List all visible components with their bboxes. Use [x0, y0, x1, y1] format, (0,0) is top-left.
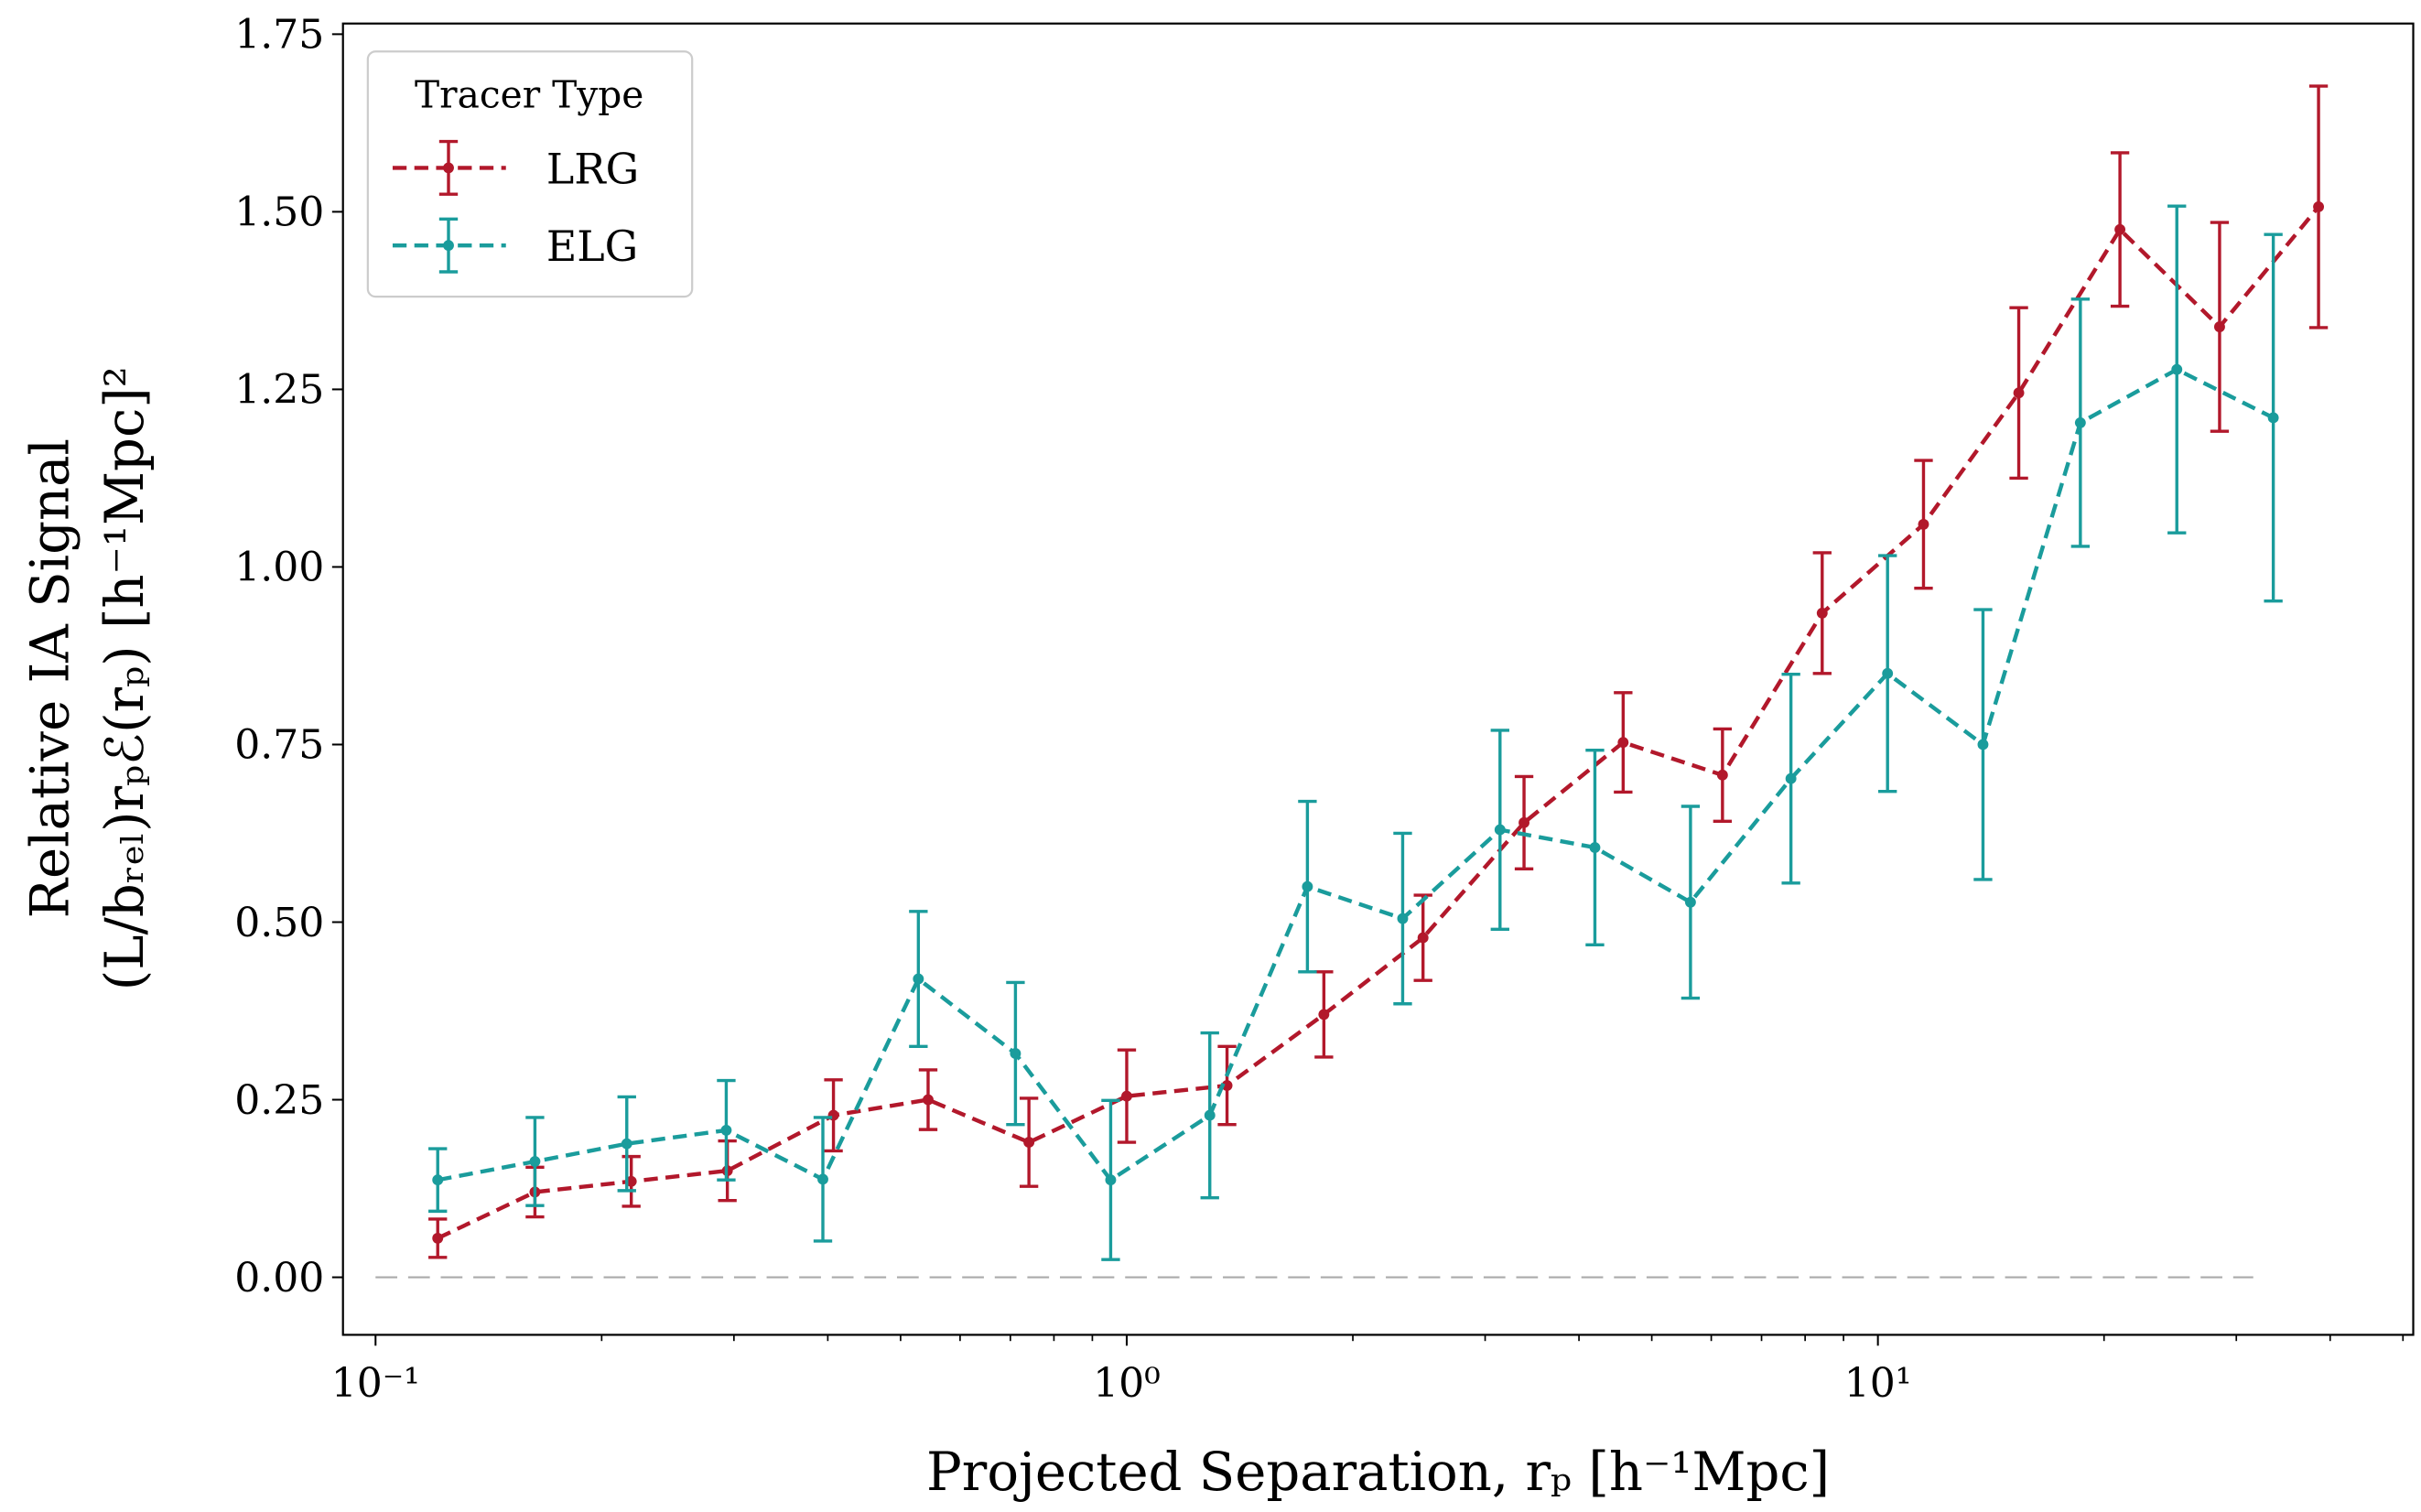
plot-frame: [341, 22, 2415, 1336]
x-tick-label: 10⁰: [1093, 1360, 1161, 1407]
y-tick-label: 1.25: [234, 367, 324, 414]
x-tick-label: 10⁻¹: [331, 1360, 420, 1407]
elg-point: [1589, 842, 1601, 853]
elg-point: [1494, 824, 1506, 836]
series-elg: [428, 204, 2283, 1261]
lrg-point: [1617, 737, 1629, 749]
lrg-point: [1716, 769, 1728, 781]
lrg-point: [827, 1109, 839, 1121]
y-tick-label: 0.50: [234, 900, 324, 946]
lrg-point: [1221, 1080, 1233, 1091]
legend-swatch-marker: [443, 240, 454, 252]
elg-point: [1105, 1174, 1117, 1186]
lrg-point: [1318, 1009, 1330, 1021]
y-tick-label: 1.75: [234, 12, 324, 59]
elg-point: [2074, 416, 2086, 428]
lrg-line: [437, 205, 2320, 1240]
y-tick-label: 1.50: [234, 189, 324, 236]
elg-point: [2171, 363, 2183, 375]
lrg-point: [1121, 1090, 1132, 1102]
elg-point: [720, 1124, 732, 1136]
legend-swatch-marker: [443, 162, 454, 174]
lrg-point: [432, 1232, 444, 1244]
legend-item-lrg: LRG: [392, 139, 639, 196]
lrg-point: [1519, 816, 1529, 828]
elg-point: [1785, 772, 1797, 784]
lrg-point: [2214, 321, 2225, 333]
lrg-point: [1023, 1137, 1035, 1149]
elg-point: [913, 973, 924, 985]
elg-point: [1204, 1109, 1216, 1121]
y-axis-label-line1: Relative IA Signal: [19, 438, 81, 918]
y-tick-label: 0.25: [234, 1077, 324, 1124]
legend-title: Tracer Type: [415, 72, 643, 116]
lrg-point: [2114, 223, 2126, 235]
elg-point: [621, 1138, 632, 1150]
lrg-point: [2313, 201, 2324, 212]
lrg-point: [625, 1175, 637, 1187]
y-tick-label: 1.00: [234, 545, 324, 591]
elg-point: [1302, 880, 1313, 892]
series-layer: [428, 84, 2329, 1261]
elg-point: [432, 1174, 444, 1186]
y-axis-label-line2: (L/bᵣₑₗ)rₚℰ(rₚ) [h⁻¹Mpc]²: [93, 366, 156, 990]
elg-point: [2267, 412, 2279, 424]
x-axis-label: Projected Separation, rₚ [h⁻¹Mpc]: [926, 1441, 1830, 1503]
legend-item-elg: ELG: [392, 217, 638, 274]
elg-line: [437, 367, 2275, 1183]
lrg-point: [923, 1094, 934, 1106]
x-axis: 10⁻¹ 10⁰ 10¹: [331, 1334, 2405, 1407]
elg-point: [1977, 739, 1989, 751]
y-tick-label: 0.00: [234, 1255, 324, 1301]
elg-point: [529, 1156, 541, 1167]
series-lrg: [428, 84, 2329, 1259]
lrg-point: [2013, 387, 2025, 399]
elg-point: [1882, 667, 1894, 679]
lrg-point: [1816, 607, 1828, 619]
elg-point: [1684, 896, 1696, 908]
lrg-point: [1417, 932, 1429, 944]
legend: Tracer Type LRG ELG: [366, 50, 694, 298]
lrg-point: [1918, 518, 1929, 530]
elg-point: [817, 1173, 828, 1185]
legend-label: ELG: [546, 222, 638, 271]
y-tick-label: 0.75: [234, 722, 324, 769]
y-axis: 0.00 0.25 0.50 0.75 1.00 1.25 1.50 1.75: [234, 12, 343, 1301]
legend-label: LRG: [546, 145, 639, 193]
x-tick-label: 10¹: [1844, 1360, 1912, 1407]
elg-point: [1397, 913, 1409, 924]
elg-point: [1010, 1048, 1021, 1060]
